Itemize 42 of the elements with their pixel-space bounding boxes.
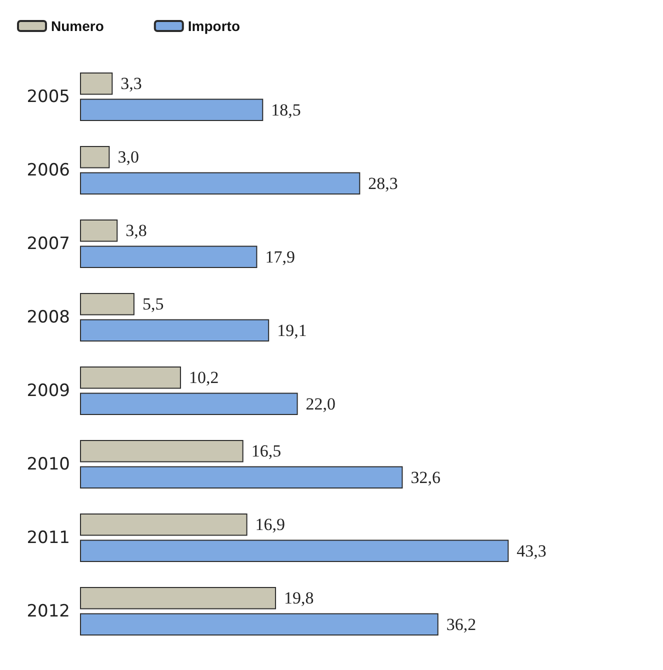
y-tick-label: 2012: [26, 601, 70, 622]
data-label: 3,0: [118, 148, 139, 167]
bar: [80, 319, 270, 342]
data-label: 32,6: [410, 468, 440, 487]
y-tick-label: 2006: [26, 160, 70, 180]
bar: [80, 440, 244, 462]
bar: [80, 292, 134, 316]
data-label: 10,2: [188, 368, 219, 388]
y-tick-label: 2010: [26, 454, 70, 474]
y-tick-label: 2008: [26, 307, 70, 328]
data-label: 3,3: [120, 74, 142, 94]
legend-label: Numero: [51, 18, 104, 34]
y-tick-label: 2009: [26, 380, 70, 401]
bar: [80, 98, 264, 122]
bar: [80, 146, 110, 168]
data-label: 19,1: [277, 320, 307, 340]
bar: [80, 246, 258, 268]
y-tick-label: 2005: [26, 86, 70, 107]
bar: [80, 586, 276, 610]
data-label: 17,9: [265, 247, 295, 266]
data-label: 36,2: [446, 614, 476, 634]
data-label: 28,3: [368, 174, 398, 193]
bar: [80, 392, 298, 416]
data-label: 16,5: [251, 442, 282, 461]
bar: [80, 72, 113, 95]
bar: [80, 219, 118, 242]
bar: [80, 466, 403, 489]
bar: [80, 366, 181, 389]
y-tick-label: 2011: [26, 528, 70, 548]
data-label: 43,3: [516, 541, 546, 560]
y-tick-label: 2007: [26, 234, 70, 254]
bar: [80, 613, 438, 636]
data-label: 22,0: [306, 394, 336, 414]
bar: [80, 540, 509, 562]
data-label: 3,8: [126, 221, 147, 240]
data-label: 19,8: [284, 588, 314, 608]
data-label: 5,5: [142, 294, 164, 314]
bar: [80, 513, 248, 536]
bar: [80, 172, 360, 195]
data-label: 16,9: [255, 515, 286, 534]
data-label: 18,5: [271, 100, 301, 120]
legend-label: Importo: [188, 18, 240, 34]
